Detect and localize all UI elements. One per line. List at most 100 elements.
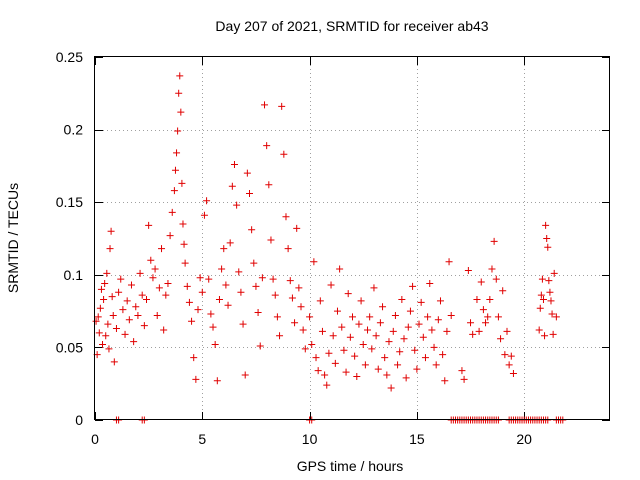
data-point (263, 142, 271, 150)
data-point (293, 224, 301, 232)
data-point (106, 245, 114, 253)
data-point (209, 323, 217, 331)
data-point (541, 332, 549, 340)
data-point (153, 311, 161, 319)
data-point (288, 294, 296, 302)
data-point (112, 325, 120, 333)
data-point (400, 335, 408, 343)
data-point (547, 297, 555, 305)
data-point (445, 258, 453, 266)
data-point (301, 345, 309, 353)
data-point (97, 285, 105, 293)
data-point (136, 269, 144, 277)
data-point (228, 182, 236, 190)
data-point (162, 291, 170, 299)
data-point (424, 313, 432, 321)
data-point (404, 323, 412, 331)
data-point (396, 348, 404, 356)
data-point (282, 213, 290, 221)
data-point (185, 298, 193, 306)
data-point (203, 197, 211, 205)
data-point (545, 277, 553, 285)
data-point (278, 102, 286, 110)
data-point (372, 332, 380, 340)
y-tick-label: 0.15 (56, 194, 83, 210)
y-tick-label: 0.1 (64, 267, 84, 283)
data-point (364, 326, 372, 334)
data-point (439, 351, 447, 359)
data-point (143, 295, 150, 303)
data-point (391, 311, 399, 319)
data-point (173, 149, 181, 157)
data-point (246, 189, 253, 197)
data-point (101, 280, 109, 288)
y-tick-label: 0.25 (56, 49, 83, 65)
data-point (177, 108, 185, 116)
data-point (181, 259, 189, 267)
data-point (366, 313, 374, 321)
data-point (241, 371, 249, 379)
data-point (509, 370, 517, 378)
data-point (329, 332, 337, 340)
data-point (316, 297, 324, 305)
data-point (132, 303, 140, 311)
data-point (486, 295, 494, 303)
data-point (336, 265, 344, 273)
data-point (166, 232, 174, 240)
data-point (383, 371, 391, 379)
data-point (310, 258, 318, 266)
data-point (96, 304, 104, 312)
data-point (306, 313, 314, 321)
data-point (140, 322, 148, 330)
data-point (267, 236, 275, 244)
data-point (145, 221, 153, 229)
data-point (368, 345, 376, 353)
data-point (115, 288, 123, 296)
data-point (355, 320, 363, 328)
data-point (447, 311, 455, 319)
data-point (494, 313, 502, 321)
data-point (103, 269, 111, 277)
data-point (406, 307, 414, 315)
data-point (230, 160, 238, 168)
data-point (250, 259, 258, 267)
data-point (458, 367, 466, 375)
data-point (215, 295, 223, 303)
data-point (220, 245, 228, 253)
data-point (123, 297, 131, 305)
data-point (415, 320, 423, 328)
data-point (235, 268, 243, 276)
data-point (164, 280, 172, 288)
grid-lines (95, 57, 610, 420)
data-point (342, 368, 350, 376)
data-point (417, 298, 425, 306)
data-point (351, 352, 359, 360)
data-point (432, 361, 440, 369)
data-point (484, 313, 492, 321)
data-point (385, 338, 393, 346)
data-point (222, 281, 230, 289)
data-point (194, 306, 202, 314)
data-point (261, 101, 269, 109)
data-point (178, 179, 186, 187)
data-point (460, 375, 468, 383)
data-point (419, 333, 427, 341)
data-point (370, 284, 378, 292)
data-point (413, 365, 421, 373)
data-point (211, 340, 219, 348)
data-point (160, 326, 168, 334)
data-point (252, 282, 260, 290)
data-point (359, 340, 367, 348)
data-point (224, 301, 232, 309)
x-tick-label: 15 (409, 431, 425, 447)
data-point (286, 277, 294, 285)
data-point (346, 333, 354, 341)
data-point (149, 274, 157, 282)
data-point (464, 266, 472, 274)
data-point (340, 346, 348, 354)
axes: 0 0.05 0.1 0.15 0.2 0.25 0 5 10 15 20 (56, 49, 610, 447)
data-point (538, 275, 546, 283)
data-point (280, 150, 288, 158)
